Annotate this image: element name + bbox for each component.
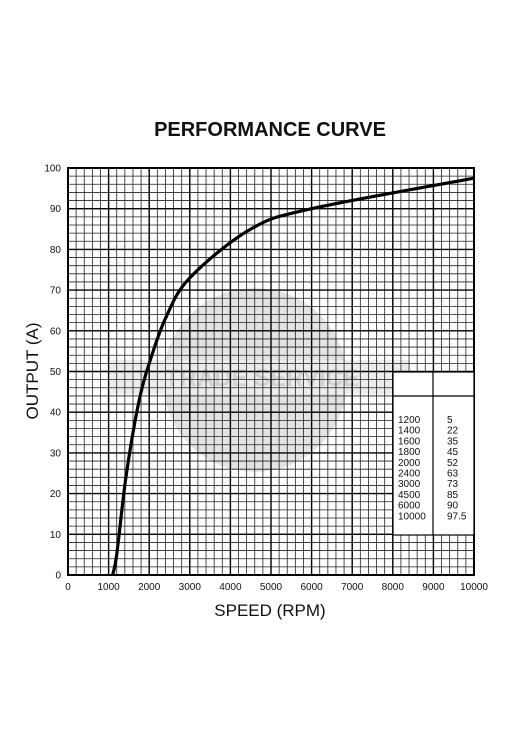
x-tick-label: 4000 [219, 582, 242, 593]
x-tick-label: 7000 [341, 582, 364, 593]
x-tick-label: 6000 [300, 582, 323, 593]
x-tick-label: 9000 [422, 582, 445, 593]
chart-title: PERFORMANCE CURVE [154, 119, 386, 141]
y-tick-label: 0 [55, 571, 61, 582]
performance-curve [111, 176, 475, 576]
table-speed-cell: 1600 [398, 436, 421, 447]
y-tick-label: 60 [50, 326, 62, 337]
curve-layer [111, 176, 475, 576]
table-output-cell: 97.5 [447, 511, 467, 522]
y-axis-label: OUTPUT (A) [23, 323, 42, 420]
table-output-cell: 73 [447, 479, 459, 490]
x-tick-label: 0 [65, 582, 71, 593]
y-tick-label: 20 [50, 489, 62, 500]
table-speed-cell: 1400 [398, 426, 421, 437]
y-tick-label: 10 [50, 530, 62, 541]
y-tick-label: 40 [50, 408, 62, 419]
tick-labels: 0 1000 2000 3000 4000 5000 6000 7000 8000 9000 100… [44, 164, 488, 594]
x-tick-label: 10000 [460, 582, 488, 593]
table-speed-cell: 10000 [398, 511, 426, 522]
table-speed-cell: 6000 [398, 501, 421, 512]
y-tick-label: 80 [50, 245, 62, 256]
table-speed-cell: 2000 [398, 458, 421, 469]
table-output-cell: 63 [447, 469, 459, 480]
x-axis-label: SPEED (RPM) [214, 601, 325, 620]
y-tick-label: 70 [50, 286, 62, 297]
x-tick-label: 5000 [260, 582, 283, 593]
x-tick-label: 3000 [179, 582, 202, 593]
data-table: 1200 5 1400 22 1600 35 1800 45 2000 52 2400 63 3000 7… [392, 371, 475, 536]
y-tick-label: 100 [44, 164, 61, 175]
x-tick-label: 2000 [138, 582, 161, 593]
x-tick-label: 1000 [97, 582, 120, 593]
table-output-cell: 5 [447, 415, 453, 426]
y-tick-label: 30 [50, 448, 62, 459]
table-speed-cell: 1200 [398, 415, 421, 426]
table-output-cell: 85 [447, 490, 459, 501]
table-speed-cell: 1800 [398, 447, 421, 458]
table-speed-cell: 3000 [398, 479, 421, 490]
y-tick-label: 50 [50, 367, 62, 378]
table-speed-cell: 4500 [398, 490, 421, 501]
table-speed-cell: 2400 [398, 469, 421, 480]
table-output-cell: 45 [447, 447, 459, 458]
table-output-cell: 35 [447, 436, 459, 447]
table-output-cell: 52 [447, 458, 459, 469]
y-tick-label: 90 [50, 204, 62, 215]
table-output-cell: 22 [447, 426, 459, 437]
x-tick-label: 8000 [382, 582, 405, 593]
table-output-cell: 90 [447, 501, 459, 512]
